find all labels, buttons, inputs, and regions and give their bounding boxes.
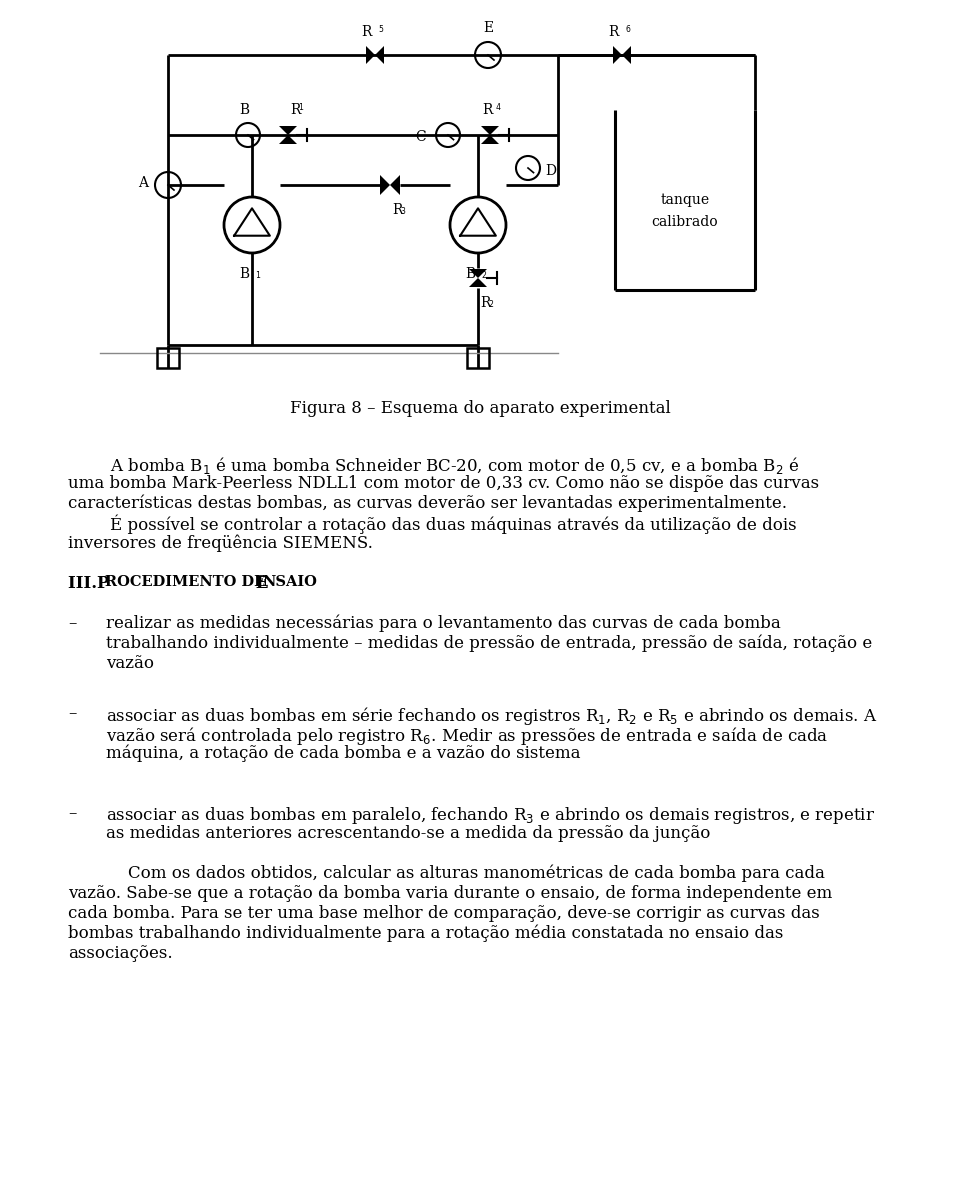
Polygon shape — [469, 269, 487, 278]
Text: vazão: vazão — [106, 656, 154, 672]
Text: A: A — [138, 176, 148, 190]
Text: Figura 8 – Esquema do aparato experimental: Figura 8 – Esquema do aparato experiment… — [290, 400, 670, 417]
Text: R: R — [609, 25, 619, 39]
Text: P: P — [96, 576, 108, 592]
Text: E: E — [483, 21, 493, 35]
Text: associar as duas bombas em série fechando os registros R$_1$, R$_2$ e R$_5$ e ab: associar as duas bombas em série fechand… — [106, 704, 877, 727]
Text: associações.: associações. — [68, 944, 173, 962]
Text: E: E — [250, 576, 269, 592]
Text: vazão. Sabe-se que a rotação da bomba varia durante o ensaio, de forma independe: vazão. Sabe-se que a rotação da bomba va… — [68, 885, 832, 901]
Text: vazão será controlada pelo registro R$_6$. Medir as pressões de entrada e saída : vazão será controlada pelo registro R$_6… — [106, 725, 828, 747]
Polygon shape — [481, 135, 499, 144]
Text: R: R — [480, 296, 491, 310]
Polygon shape — [375, 47, 384, 64]
Polygon shape — [279, 135, 297, 144]
Text: –: – — [68, 704, 77, 722]
Text: III.: III. — [68, 576, 103, 592]
Text: $_4$: $_4$ — [495, 101, 502, 113]
Text: realizar as medidas necessárias para o levantamento das curvas de cada bomba: realizar as medidas necessárias para o l… — [106, 615, 780, 633]
Polygon shape — [390, 176, 400, 195]
Text: Com os dados obtidos, calcular as alturas manométricas de cada bomba para cada: Com os dados obtidos, calcular as altura… — [128, 864, 825, 882]
Text: É possível se controlar a rotação das duas máquinas através da utilização de doi: É possível se controlar a rotação das du… — [110, 515, 797, 535]
Bar — [157, 347, 179, 368]
Text: –: – — [68, 615, 77, 632]
Text: cada bomba. Para se ter uma base melhor de comparação, deve-se corrigir as curva: cada bomba. Para se ter uma base melhor … — [68, 905, 820, 922]
Text: B: B — [465, 267, 475, 281]
Text: $_2$: $_2$ — [488, 298, 494, 312]
Polygon shape — [613, 47, 622, 64]
Text: $_1$: $_1$ — [255, 270, 261, 283]
Text: R: R — [392, 203, 402, 217]
Text: uma bomba Mark-Peerless NDLL1 com motor de 0,33 cv. Como não se dispõe das curva: uma bomba Mark-Peerless NDLL1 com motor … — [68, 475, 819, 492]
Text: as medidas anteriores acrescentando-se a medida da pressão da junção: as medidas anteriores acrescentando-se a… — [106, 825, 710, 842]
Polygon shape — [469, 278, 487, 287]
Text: $_5$: $_5$ — [378, 24, 384, 36]
Text: máquina, a rotação de cada bomba e a vazão do sistema: máquina, a rotação de cada bomba e a vaz… — [106, 745, 581, 763]
Text: $_2$: $_2$ — [481, 270, 488, 283]
Text: $_1$: $_1$ — [298, 101, 304, 113]
Bar — [467, 347, 489, 368]
Text: NSAIO: NSAIO — [262, 576, 317, 589]
Text: B: B — [239, 267, 249, 281]
Text: $_3$: $_3$ — [400, 207, 406, 219]
Text: D: D — [545, 164, 556, 178]
Text: associar as duas bombas em paralelo, fechando R$_3$ e abrindo os demais registro: associar as duas bombas em paralelo, fec… — [106, 805, 876, 826]
Text: características destas bombas, as curvas deverão ser levantadas experimentalment: características destas bombas, as curvas… — [68, 496, 787, 512]
Text: B: B — [239, 103, 249, 117]
Text: calibrado: calibrado — [652, 215, 718, 229]
Text: –: – — [68, 805, 77, 821]
Text: trabalhando individualmente – medidas de pressão de entrada, pressão de saída, r: trabalhando individualmente – medidas de… — [106, 635, 873, 652]
Text: R: R — [362, 25, 372, 39]
Text: tanque: tanque — [660, 193, 709, 207]
Text: bombas trabalhando individualmente para a rotação média constatada no ensaio das: bombas trabalhando individualmente para … — [68, 925, 783, 942]
Text: R: R — [290, 103, 300, 117]
Text: $_6$: $_6$ — [625, 24, 632, 36]
Text: inversores de freqüência SIEMENS.: inversores de freqüência SIEMENS. — [68, 535, 372, 553]
Polygon shape — [481, 127, 499, 135]
Text: C: C — [416, 130, 426, 144]
Polygon shape — [279, 127, 297, 135]
Polygon shape — [366, 47, 375, 64]
Polygon shape — [380, 176, 390, 195]
Text: R: R — [482, 103, 492, 117]
Polygon shape — [622, 47, 631, 64]
Text: A bomba B$_1$ é uma bomba Schneider BC-20, com motor de 0,5 cv, e a bomba B$_2$ : A bomba B$_1$ é uma bomba Schneider BC-2… — [110, 455, 800, 476]
Text: ROCEDIMENTO DE: ROCEDIMENTO DE — [105, 576, 265, 589]
